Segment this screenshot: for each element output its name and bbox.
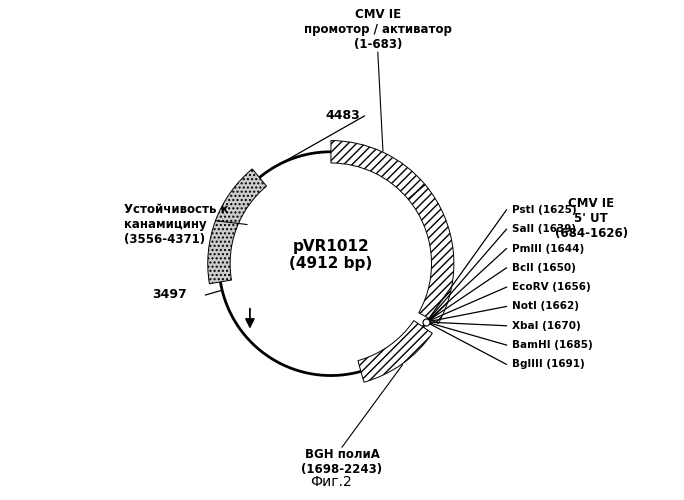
Text: CMV IE
промотор / активатор
(1-683): CMV IE промотор / активатор (1-683) — [304, 8, 451, 51]
Wedge shape — [358, 320, 432, 382]
Text: SalI (1639): SalI (1639) — [512, 224, 576, 234]
Text: EcoRV (1656): EcoRV (1656) — [512, 282, 591, 292]
Text: 4483: 4483 — [325, 110, 360, 122]
Text: BglIII (1691): BglIII (1691) — [512, 360, 585, 370]
Text: BGH полиА
(1698-2243): BGH полиА (1698-2243) — [302, 448, 382, 476]
Text: PstI (1625): PstI (1625) — [512, 205, 577, 215]
Wedge shape — [208, 169, 267, 283]
Text: Устойчивость к
канамицину
(3556-4371): Устойчивость к канамицину (3556-4371) — [124, 203, 228, 246]
Wedge shape — [331, 140, 425, 199]
Text: Фиг.2: Фиг.2 — [310, 475, 352, 489]
Text: NotI (1662): NotI (1662) — [512, 302, 579, 312]
Text: CMV IE
5' UT
(684-1626): CMV IE 5' UT (684-1626) — [555, 198, 628, 240]
Text: 3497: 3497 — [152, 288, 187, 302]
Text: PmlII (1644): PmlII (1644) — [512, 244, 584, 254]
Wedge shape — [408, 185, 454, 324]
Text: pVR1012
(4912 bp): pVR1012 (4912 bp) — [289, 238, 372, 271]
Text: BclI (1650): BclI (1650) — [512, 263, 576, 273]
Text: XbaI (1670): XbaI (1670) — [512, 321, 581, 331]
Text: BamHI (1685): BamHI (1685) — [512, 340, 593, 350]
